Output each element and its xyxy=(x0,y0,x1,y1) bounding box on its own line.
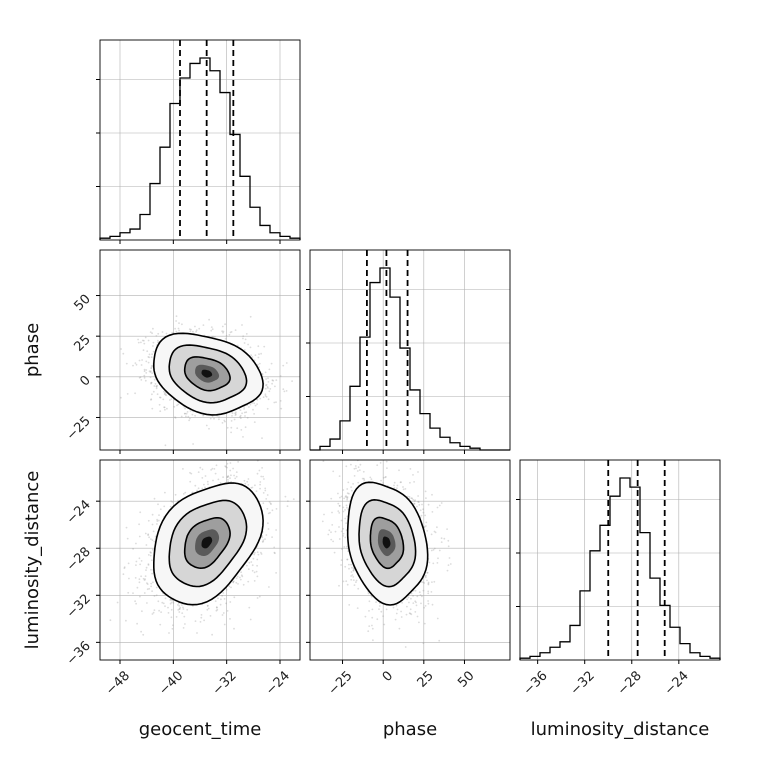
scatter-panel-geocent_time-phase xyxy=(96,249,301,454)
x-tick-label: −40 xyxy=(156,668,186,698)
histogram-luminosity_distance xyxy=(519,477,721,660)
y-tick-label: −24 xyxy=(64,497,94,527)
density-level-4 xyxy=(382,536,391,549)
y-tick-label: 50 xyxy=(72,292,94,314)
hist-panel-luminosity_distance xyxy=(516,459,721,664)
contour-2 xyxy=(369,516,405,570)
y-tick-label: 25 xyxy=(72,332,94,354)
y-tick-label: −36 xyxy=(64,639,94,669)
x-axis-label-luminosity_distance: luminosity_distance xyxy=(531,719,710,740)
x-axis-label-geocent_time: geocent_time xyxy=(139,719,262,740)
hist-panel-phase xyxy=(306,249,511,454)
x-tick-label: −36 xyxy=(521,668,551,698)
histogram-geocent_time xyxy=(99,57,301,240)
x-tick-label: −24 xyxy=(662,668,692,698)
y-axis-label-phase: phase xyxy=(22,323,43,377)
density-level-4 xyxy=(201,536,213,549)
contour-1 xyxy=(168,344,248,404)
contour-0 xyxy=(346,481,429,606)
scatter-panel-geocent_time-luminosity_distance xyxy=(96,459,301,664)
hist-panel-geocent_time xyxy=(96,39,301,244)
contour-2 xyxy=(183,517,231,570)
x-tick-label: −28 xyxy=(615,668,645,698)
x-tick-label: −24 xyxy=(263,668,293,698)
contour-1 xyxy=(358,498,417,588)
panel-frame xyxy=(309,459,511,661)
histogram-phase xyxy=(310,267,510,451)
panel-frame xyxy=(99,459,301,661)
x-tick-label: −32 xyxy=(210,668,240,698)
y-tick-label: 0 xyxy=(77,373,93,389)
contour-0 xyxy=(153,482,264,606)
density-level-4 xyxy=(201,369,213,378)
contour-0 xyxy=(153,332,264,416)
panel-frame xyxy=(519,459,721,661)
y-axis-label-luminosity_distance: luminosity_distance xyxy=(22,471,43,650)
contour-1 xyxy=(168,499,248,588)
y-tick-label: −25 xyxy=(64,414,94,444)
panel-frame xyxy=(99,39,301,241)
x-axis-label-phase: phase xyxy=(383,719,437,740)
y-tick-label: −32 xyxy=(64,592,94,622)
panel-frame xyxy=(99,249,301,451)
x-tick-label: −32 xyxy=(568,668,598,698)
x-tick-label: 0 xyxy=(380,668,396,684)
panel-frame xyxy=(309,249,511,451)
y-tick-label: −28 xyxy=(64,544,94,574)
x-tick-label: −48 xyxy=(103,668,133,698)
x-tick-label: −25 xyxy=(326,668,356,698)
contour-2 xyxy=(183,356,231,392)
scatter-panel-phase-luminosity_distance xyxy=(306,459,511,664)
x-tick-label: 25 xyxy=(415,668,437,690)
x-tick-label: 50 xyxy=(455,668,477,690)
